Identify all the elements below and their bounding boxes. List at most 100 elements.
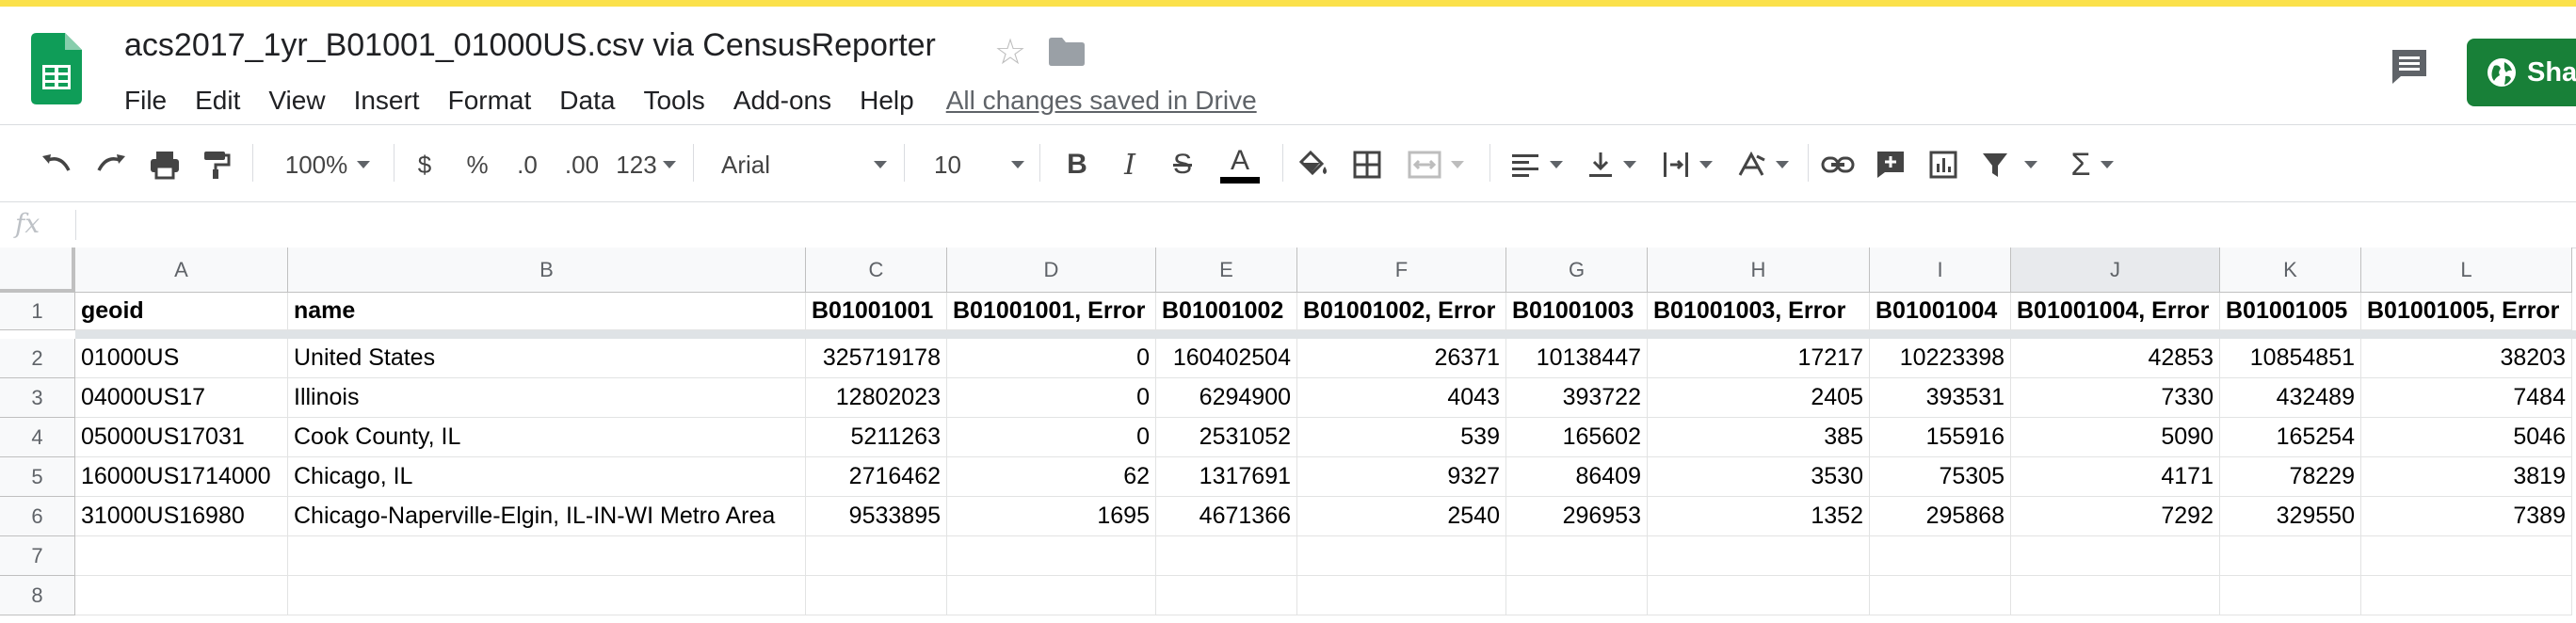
text-color-button[interactable]: A — [1218, 146, 1262, 184]
cell-j8[interactable] — [2011, 576, 2220, 615]
menu-edit[interactable]: Edit — [195, 86, 241, 115]
share-button[interactable]: Share — [2467, 39, 2576, 106]
cell-l5[interactable]: 3819 — [2361, 457, 2572, 497]
functions-icon[interactable]: Σ — [2062, 146, 2122, 184]
cell-g6[interactable]: 296953 — [1506, 497, 1648, 536]
cell-a7[interactable] — [75, 536, 288, 576]
merge-cells-icon[interactable] — [1403, 146, 1469, 184]
cell-i1[interactable]: B01001004 — [1870, 293, 2011, 330]
print-icon[interactable] — [146, 146, 184, 184]
cell-c1[interactable]: B01001001 — [806, 293, 947, 330]
document-title[interactable]: acs2017_1yr_B01001_01000US.csv via Censu… — [124, 27, 936, 63]
fill-color-icon[interactable] — [1297, 146, 1331, 184]
cell-b4[interactable]: Cook County, IL — [288, 418, 806, 457]
decrease-decimals-button[interactable]: .0 — [517, 150, 538, 179]
column-header-h[interactable]: H — [1648, 248, 1870, 293]
column-header-l[interactable]: L — [2361, 248, 2572, 293]
menu-view[interactable]: View — [268, 86, 326, 115]
cell-f1[interactable]: B01001002, Error — [1297, 293, 1506, 330]
row-header-1[interactable]: 1 — [0, 293, 75, 330]
cell-j3[interactable]: 7330 — [2011, 378, 2220, 418]
cell-b5[interactable]: Chicago, IL — [288, 457, 806, 497]
cell-i8[interactable] — [1870, 576, 2011, 615]
cell-j5[interactable]: 4171 — [2011, 457, 2220, 497]
cell-e1[interactable]: B01001002 — [1156, 293, 1297, 330]
cell-i6[interactable]: 295868 — [1870, 497, 2011, 536]
cell-k4[interactable]: 165254 — [2220, 418, 2361, 457]
cell-c8[interactable] — [806, 576, 947, 615]
cell-k7[interactable] — [2220, 536, 2361, 576]
cell-k8[interactable] — [2220, 576, 2361, 615]
cell-l3[interactable]: 7484 — [2361, 378, 2572, 418]
horizontal-align-icon[interactable] — [1506, 146, 1567, 184]
cell-e4[interactable]: 2531052 — [1156, 418, 1297, 457]
cell-d3[interactable]: 0 — [947, 378, 1156, 418]
cell-h8[interactable] — [1648, 576, 1870, 615]
row-header-2[interactable]: 2 — [0, 339, 75, 378]
cell-d6[interactable]: 1695 — [947, 497, 1156, 536]
cell-b6[interactable]: Chicago-Naperville-Elgin, IL-IN-WI Metro… — [288, 497, 806, 536]
insert-link-icon[interactable] — [1821, 146, 1855, 184]
cell-g2[interactable]: 10138447 — [1506, 339, 1648, 378]
insert-comment-icon[interactable] — [1874, 146, 1908, 184]
bold-button[interactable]: B — [1067, 149, 1087, 180]
cell-h5[interactable]: 3530 — [1648, 457, 1870, 497]
text-rotation-icon[interactable] — [1732, 146, 1793, 184]
cell-e3[interactable]: 6294900 — [1156, 378, 1297, 418]
menu-insert[interactable]: Insert — [353, 86, 420, 115]
cell-e2[interactable]: 160402504 — [1156, 339, 1297, 378]
percent-format-button[interactable]: % — [466, 150, 489, 179]
column-header-j[interactable]: J — [2011, 248, 2220, 293]
cell-f6[interactable]: 2540 — [1297, 497, 1506, 536]
cell-h4[interactable]: 385 — [1648, 418, 1870, 457]
cell-e8[interactable] — [1156, 576, 1297, 615]
cell-g8[interactable] — [1506, 576, 1648, 615]
cell-i7[interactable] — [1870, 536, 2011, 576]
cell-c4[interactable]: 5211263 — [806, 418, 947, 457]
cell-a1[interactable]: geoid — [75, 293, 288, 330]
font-family-select[interactable]: Arial — [721, 146, 887, 184]
paint-format-icon[interactable] — [198, 146, 235, 184]
cell-g5[interactable]: 86409 — [1506, 457, 1648, 497]
cell-h1[interactable]: B01001003, Error — [1648, 293, 1870, 330]
borders-icon[interactable] — [1350, 146, 1384, 184]
cell-f3[interactable]: 4043 — [1297, 378, 1506, 418]
cell-l7[interactable] — [2361, 536, 2572, 576]
cell-f2[interactable]: 26371 — [1297, 339, 1506, 378]
row-header-8[interactable]: 8 — [0, 576, 75, 615]
column-header-a[interactable]: A — [75, 248, 288, 293]
cell-j2[interactable]: 42853 — [2011, 339, 2220, 378]
cell-i2[interactable]: 10223398 — [1870, 339, 2011, 378]
cell-j4[interactable]: 5090 — [2011, 418, 2220, 457]
cell-g7[interactable] — [1506, 536, 1648, 576]
column-header-d[interactable]: D — [947, 248, 1156, 293]
cell-l6[interactable]: 7389 — [2361, 497, 2572, 536]
font-size-select[interactable]: 10 — [934, 146, 1024, 184]
menu-tools[interactable]: Tools — [643, 86, 705, 115]
folder-icon[interactable] — [1049, 38, 1085, 66]
cell-f5[interactable]: 9327 — [1297, 457, 1506, 497]
cell-d7[interactable] — [947, 536, 1156, 576]
cell-d4[interactable]: 0 — [947, 418, 1156, 457]
column-header-g[interactable]: G — [1506, 248, 1648, 293]
cell-a6[interactable]: 31000US16980 — [75, 497, 288, 536]
cell-b8[interactable] — [288, 576, 806, 615]
cell-h3[interactable]: 2405 — [1648, 378, 1870, 418]
filter-icon[interactable] — [1977, 146, 2041, 184]
sheets-logo-icon[interactable] — [31, 33, 82, 104]
cell-h2[interactable]: 17217 — [1648, 339, 1870, 378]
cell-i5[interactable]: 75305 — [1870, 457, 2011, 497]
cell-b3[interactable]: Illinois — [288, 378, 806, 418]
cell-b7[interactable] — [288, 536, 806, 576]
strikethrough-button[interactable]: S — [1172, 149, 1192, 180]
cell-f7[interactable] — [1297, 536, 1506, 576]
star-icon[interactable]: ☆ — [994, 33, 1027, 72]
menu-add-ons[interactable]: Add-ons — [733, 86, 832, 115]
cell-i3[interactable]: 393531 — [1870, 378, 2011, 418]
cell-i4[interactable]: 155916 — [1870, 418, 2011, 457]
cell-j1[interactable]: B01001004, Error — [2011, 293, 2220, 330]
cell-a3[interactable]: 04000US17 — [75, 378, 288, 418]
column-header-b[interactable]: B — [288, 248, 806, 293]
cell-h7[interactable] — [1648, 536, 1870, 576]
cell-g3[interactable]: 393722 — [1506, 378, 1648, 418]
